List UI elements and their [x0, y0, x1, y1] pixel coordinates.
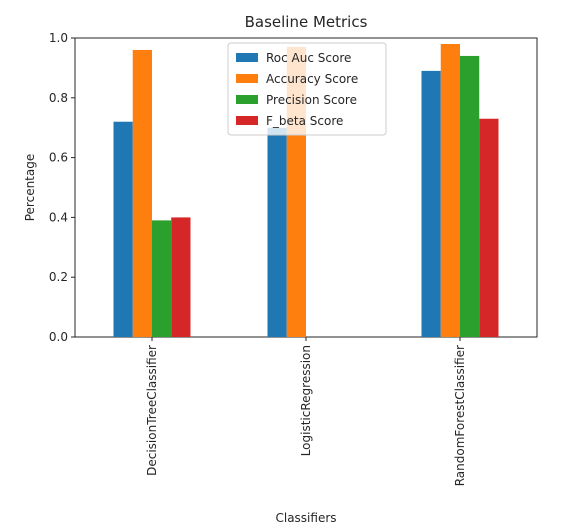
chart-title: Baseline Metrics	[245, 13, 368, 31]
bar	[440, 43, 460, 337]
bar	[132, 49, 152, 338]
legend-entry-label: F_beta Score	[266, 114, 343, 128]
x-tick-label: LogisticRegression	[299, 345, 313, 456]
bar	[267, 127, 287, 337]
y-tick-label: 0.6	[49, 151, 68, 165]
y-tick-label: 0.8	[49, 91, 68, 105]
y-tick-label: 0.4	[49, 210, 68, 224]
bar	[113, 121, 133, 337]
legend-swatch	[236, 95, 258, 104]
y-axis-label: Percentage	[23, 154, 37, 222]
legend-entry-label: Roc Auc Score	[266, 51, 351, 65]
x-tick-label: DecisionTreeClassifier	[145, 345, 159, 476]
bar	[479, 118, 499, 337]
bar	[152, 220, 172, 337]
legend: Roc Auc Score Accuracy Score Precision Sco…	[227, 42, 387, 136]
bar	[171, 217, 191, 337]
legend-entry-label: Accuracy Score	[266, 72, 358, 86]
x-axis-label: Classifiers	[275, 511, 336, 525]
legend-entry-label: Precision Score	[266, 93, 357, 107]
legend-swatch	[236, 53, 258, 62]
y-tick-label: 0.0	[49, 330, 68, 344]
x-tick-label: RandomForestClassifier	[453, 345, 467, 486]
legend-swatch	[236, 74, 258, 83]
y-axis-ticks: 0.0 0.2 0.4 0.6 0.8 1.0	[49, 31, 75, 344]
bar	[421, 70, 441, 337]
y-tick-label: 1.0	[49, 31, 68, 45]
legend-frame	[227, 42, 387, 136]
y-tick-label: 0.2	[49, 270, 68, 284]
x-axis-ticks: DecisionTreeClassifier LogisticRegression…	[145, 337, 467, 486]
legend-swatch	[236, 116, 258, 125]
bar	[460, 55, 480, 337]
